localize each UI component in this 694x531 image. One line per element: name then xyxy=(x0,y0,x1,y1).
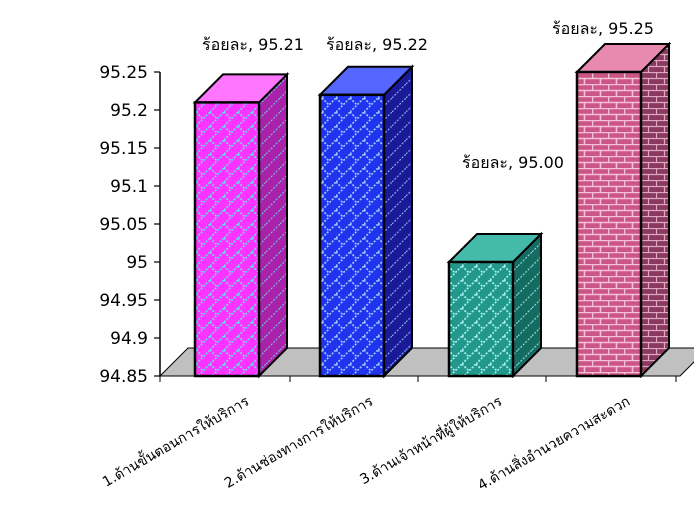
y-ticks: 95.25 95.2 95.15 95.1 95.05 95 94.95 94.9 94.85 xyxy=(99,63,160,387)
y-tick-label: 95.15 xyxy=(99,139,148,159)
bars xyxy=(192,41,672,379)
x-ticks xyxy=(159,376,677,382)
bar xyxy=(317,64,415,379)
bar-front xyxy=(447,260,515,378)
bar-front xyxy=(318,93,386,378)
data-labels: ร้อยละ, 95.21 ร้อยละ, 95.22 ร้อยละ, 95.00 ร… xyxy=(202,19,654,172)
data-label: ร้อยละ, 95.21 xyxy=(202,35,304,54)
bar-side xyxy=(640,41,670,379)
bar-side xyxy=(383,64,413,379)
bar xyxy=(446,231,544,379)
bar-front xyxy=(193,101,261,378)
y-tick-label: 95.05 xyxy=(99,215,148,235)
y-tick-label: 95.25 xyxy=(99,63,148,83)
category-label: 3.ด้านเจ้าหน้าที่ผู้ให้บริการ xyxy=(356,392,505,488)
y-tick-label: 94.9 xyxy=(110,329,148,349)
y-tick-label: 95.1 xyxy=(110,177,148,197)
bar xyxy=(192,71,290,379)
data-label: ร้อยละ, 95.25 xyxy=(552,19,654,38)
y-tick-label: 94.95 xyxy=(99,291,148,311)
y-tick-label: 95.2 xyxy=(110,101,148,121)
bar-side xyxy=(258,71,288,379)
bar-front xyxy=(575,70,643,378)
bar xyxy=(574,41,672,379)
y-tick-label: 94.85 xyxy=(99,367,148,387)
category-labels: 1.ด้านขั้นตอนการให้บริการ2.ด้านช่องทางกา… xyxy=(98,391,633,494)
data-label: ร้อยละ, 95.22 xyxy=(326,35,428,54)
y-tick-label: 95 xyxy=(126,253,148,273)
data-label: ร้อยละ, 95.00 xyxy=(462,153,564,172)
